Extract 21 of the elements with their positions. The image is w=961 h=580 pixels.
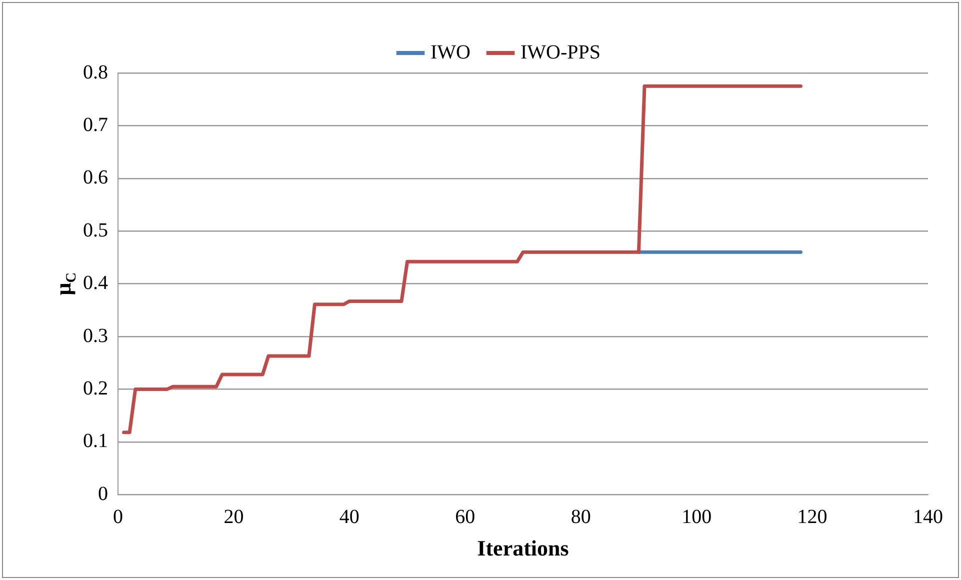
legend-label: IWO-PPS xyxy=(520,41,600,64)
y-tick-label: 0.8 xyxy=(83,61,108,84)
x-tick-label: 120 xyxy=(797,506,828,528)
y-tick-label: 0.4 xyxy=(83,272,108,294)
legend-label: IWO xyxy=(430,41,470,64)
y-tick-label: 0.2 xyxy=(83,377,108,400)
y-tick-label: 0 xyxy=(98,482,108,505)
x-tick-label: 140 xyxy=(913,506,943,528)
x-tick-label: 100 xyxy=(682,506,712,528)
x-tick-label: 20 xyxy=(224,506,244,528)
x-tick-label: 60 xyxy=(455,506,476,528)
y-tick-label: 0.7 xyxy=(83,114,108,136)
y-axis-title: μC xyxy=(50,272,80,296)
x-tick-label: 0 xyxy=(113,506,123,528)
x-tick-label: 40 xyxy=(339,506,360,528)
x-axis-title: Iterations xyxy=(477,535,570,560)
y-tick-label: 0.5 xyxy=(83,219,108,242)
y-tick-label: 0.6 xyxy=(83,166,108,189)
x-tick-label: 80 xyxy=(570,506,591,528)
y-tick-label: 0.1 xyxy=(83,430,108,452)
y-tick-label: 0.3 xyxy=(83,324,108,347)
